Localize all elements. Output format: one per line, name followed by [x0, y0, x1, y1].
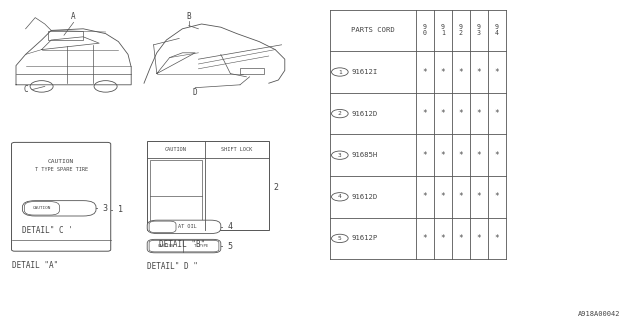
FancyBboxPatch shape	[24, 202, 60, 215]
Text: *: *	[440, 68, 445, 76]
FancyBboxPatch shape	[22, 201, 96, 216]
FancyBboxPatch shape	[12, 142, 111, 251]
Text: AT OIL: AT OIL	[179, 224, 197, 229]
Text: D: D	[193, 88, 198, 97]
Text: 1: 1	[118, 205, 124, 214]
Text: *: *	[440, 234, 445, 243]
Text: A918A00042: A918A00042	[579, 311, 621, 317]
Text: 5: 5	[338, 236, 342, 241]
Text: *: *	[494, 151, 499, 160]
Text: *: *	[440, 151, 445, 160]
Text: *: *	[494, 68, 499, 76]
Text: *: *	[476, 234, 481, 243]
Text: *: *	[494, 109, 499, 118]
Text: T TYPE SPARE TIRE: T TYPE SPARE TIRE	[35, 167, 88, 172]
Text: 2: 2	[338, 111, 342, 116]
FancyBboxPatch shape	[149, 221, 176, 233]
Text: *: *	[422, 192, 428, 201]
Text: CAUTION: CAUTION	[33, 206, 51, 210]
Text: 91612I: 91612I	[352, 69, 378, 75]
Text: 91685H: 91685H	[352, 152, 378, 158]
Text: DETAIL "B": DETAIL "B"	[159, 240, 205, 249]
Text: *: *	[440, 192, 445, 201]
Text: C: C	[23, 85, 28, 94]
Bar	[48, 31, 83, 40]
FancyBboxPatch shape	[147, 239, 221, 253]
Text: PARTS CORD: PARTS CORD	[351, 28, 395, 33]
Text: 9
2: 9 2	[459, 24, 463, 36]
Text: *: *	[476, 151, 481, 160]
Text: 1: 1	[338, 69, 342, 75]
Bar	[147, 141, 269, 230]
Text: DETAIL" D ": DETAIL" D "	[147, 262, 198, 271]
Text: *: *	[458, 68, 463, 76]
Text: CAUTION: CAUTION	[48, 159, 74, 164]
Text: B: B	[186, 12, 191, 21]
Text: DETAIL "A": DETAIL "A"	[12, 261, 58, 270]
Bar	[240, 68, 264, 74]
Text: 9
3: 9 3	[477, 24, 481, 36]
Text: CAUTION: CAUTION	[165, 147, 187, 152]
Text: T TYPE: T TYPE	[194, 244, 208, 248]
Text: DETAIL" C ': DETAIL" C '	[22, 226, 73, 235]
Text: *: *	[422, 234, 428, 243]
Text: 91612D: 91612D	[352, 194, 378, 200]
Text: 5: 5	[227, 242, 232, 251]
Text: 9
0: 9 0	[423, 24, 427, 36]
Text: 3: 3	[338, 153, 342, 158]
Text: A: A	[71, 12, 76, 21]
Text: *: *	[422, 109, 428, 118]
Text: *: *	[458, 151, 463, 160]
Text: *: *	[476, 109, 481, 118]
Text: 4: 4	[338, 194, 342, 199]
Text: *: *	[422, 151, 428, 160]
Text: 2: 2	[274, 183, 279, 192]
Text: *: *	[458, 192, 463, 201]
Text: *: *	[476, 192, 481, 201]
Text: SHIFT LOCK: SHIFT LOCK	[221, 147, 252, 152]
Text: 3: 3	[102, 204, 108, 213]
Text: 4: 4	[227, 222, 232, 231]
Text: *: *	[494, 192, 499, 201]
FancyBboxPatch shape	[149, 240, 219, 252]
Text: CAUTION: CAUTION	[157, 244, 174, 248]
Text: *: *	[458, 234, 463, 243]
Text: 91612D: 91612D	[352, 111, 378, 116]
Text: *: *	[476, 68, 481, 76]
Bar	[150, 160, 202, 226]
Text: 9
4: 9 4	[495, 24, 499, 36]
Text: *: *	[422, 68, 428, 76]
Text: *: *	[458, 109, 463, 118]
Text: *: *	[440, 109, 445, 118]
FancyBboxPatch shape	[147, 220, 221, 234]
Text: 91612P: 91612P	[352, 236, 378, 241]
Text: 9
1: 9 1	[441, 24, 445, 36]
Text: *: *	[494, 234, 499, 243]
